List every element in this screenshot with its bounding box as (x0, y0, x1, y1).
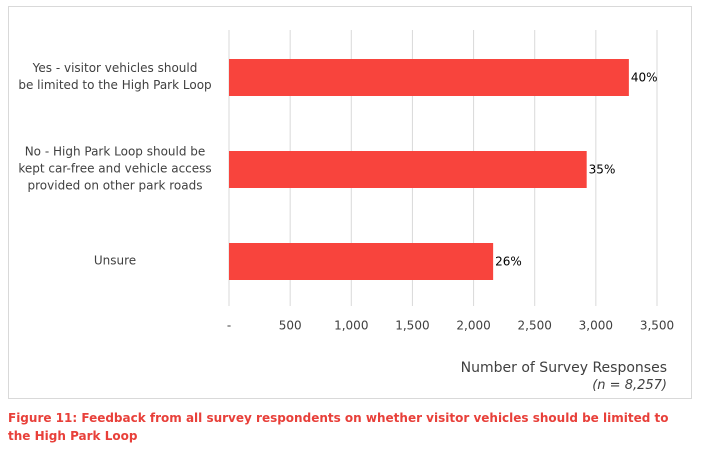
sample-note: (n = 8,257) (592, 378, 667, 393)
category-label: Unsure (93, 253, 137, 268)
x-tick-label: 1,000 (334, 319, 368, 333)
x-tick-label: 500 (279, 319, 302, 333)
x-tick-label: 3,500 (640, 319, 674, 333)
value-label: 40% (631, 71, 658, 85)
bar (229, 59, 629, 96)
x-tick-label: - (227, 319, 231, 333)
x-tick-label: 3,000 (579, 319, 613, 333)
value-label: 26% (495, 255, 522, 269)
figure-caption: Figure 11: Feedback from all survey resp… (8, 411, 669, 443)
category-label: No - High Park Loop should be kept car-f… (18, 144, 212, 193)
bar (229, 151, 587, 188)
chart-frame (8, 6, 692, 399)
axis-title: Number of Survey Responses (460, 360, 667, 376)
bar (229, 243, 494, 280)
category-label: Yes - visitor vehicles should be limited… (18, 61, 212, 92)
value-label: 35% (589, 163, 616, 177)
x-tick-label: 2,500 (518, 319, 552, 333)
x-tick-label: 2,000 (456, 319, 490, 333)
x-tick-label: 1,500 (395, 319, 429, 333)
